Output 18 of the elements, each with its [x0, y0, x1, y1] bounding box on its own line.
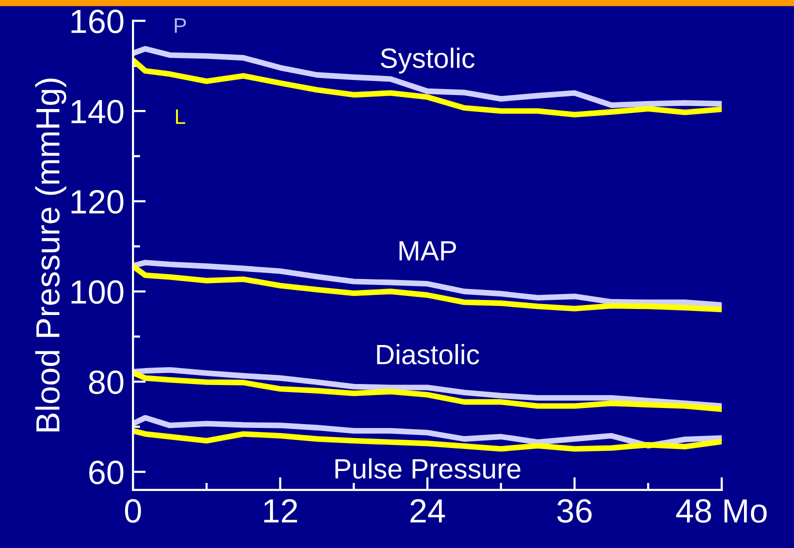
annotation: Pulse Pressure: [335, 458, 520, 479]
y-tick-label: 120: [72, 190, 124, 214]
x-tick-label: 24: [410, 499, 445, 522]
x-tick-label: 36: [557, 499, 592, 523]
series-label: P: [174, 18, 186, 33]
y-axis-title: Blood Pressure (mmHg): [35, 78, 66, 432]
y-tick-label: 140: [72, 100, 124, 124]
annotation: Diastolic: [377, 344, 480, 364]
y-tick-label: 60: [89, 460, 124, 484]
y-tick-label: 100: [72, 280, 124, 304]
annotation: MAP: [400, 241, 456, 260]
x-tick-label: 12: [264, 499, 298, 522]
y-tick-label: 80: [89, 370, 124, 394]
y-tick-label: 160: [72, 10, 124, 34]
x-tick-label: 0: [125, 499, 141, 523]
annotation: Systolic: [380, 48, 474, 74]
series-label: L: [176, 110, 186, 124]
x-tick-label: 48 Mo: [676, 499, 767, 523]
